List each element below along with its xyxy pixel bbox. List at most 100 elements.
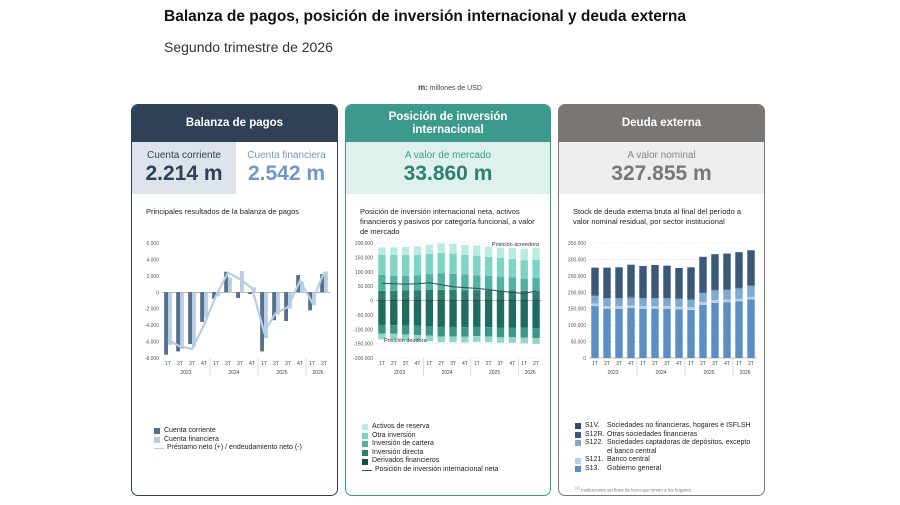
bar-segment bbox=[449, 299, 457, 301]
creditor-position-annotation: Posición acreedora bbox=[492, 242, 540, 248]
bar-current-account bbox=[188, 292, 192, 345]
bar-segment bbox=[520, 300, 528, 328]
x-tick-label: 2T bbox=[438, 361, 444, 367]
bar-segment bbox=[473, 255, 481, 276]
bar-financial-account bbox=[216, 292, 220, 297]
iip-kpi-label: A valor de mercado bbox=[404, 150, 492, 161]
x-tick-label: 1T bbox=[592, 361, 598, 367]
bar-segment bbox=[401, 276, 410, 291]
bar-segment bbox=[413, 255, 422, 276]
bar-segment bbox=[425, 289, 434, 300]
bar-segment bbox=[508, 300, 517, 328]
bar-current-account bbox=[212, 292, 216, 299]
bar-segment bbox=[496, 299, 505, 301]
bar-segment bbox=[615, 297, 623, 299]
x-tick-label: 2T bbox=[391, 361, 397, 367]
bar-segment bbox=[496, 327, 505, 338]
bar-segment bbox=[639, 266, 647, 298]
bar-segment bbox=[508, 247, 517, 259]
bar-segment bbox=[449, 289, 457, 300]
bar-segment bbox=[675, 267, 683, 299]
x-tick-label: 1T bbox=[379, 361, 385, 367]
iip-legend-label: Activos de reserva bbox=[372, 423, 430, 430]
bar-segment bbox=[461, 336, 469, 343]
debt-legend-item: S12R. Otras sociedades financieras bbox=[575, 431, 751, 440]
y-tick-label: 2.000 bbox=[146, 274, 159, 280]
bar-segment bbox=[651, 297, 659, 299]
bar-segment bbox=[663, 306, 671, 309]
bar-segment bbox=[735, 298, 743, 302]
x-year-label: 2023 bbox=[607, 370, 618, 376]
bar-current-account bbox=[320, 274, 324, 293]
bar-current-account bbox=[284, 292, 288, 322]
current-account-value: 2.214 m bbox=[145, 162, 223, 185]
debt-legend-code: S13. bbox=[585, 464, 600, 472]
bar-segment bbox=[461, 290, 469, 300]
debt-footnote-text: Instituciones sin fines de lucro que sir… bbox=[580, 487, 692, 492]
bar-segment bbox=[747, 285, 755, 286]
x-year-label: 2025 bbox=[276, 370, 287, 376]
bar-segment bbox=[639, 308, 647, 358]
y-tick-label: -200.000 bbox=[353, 356, 373, 362]
debt-kpi: A valor nominal 327.855 m bbox=[559, 142, 764, 194]
x-year-label: 2023 bbox=[394, 370, 405, 376]
x-tick-label: 4T bbox=[676, 361, 682, 367]
debt-chart: 350.000 300.000 250.000 200.000 150.000 100.0… bbox=[568, 241, 757, 376]
bar-segment bbox=[473, 299, 481, 301]
x-tick-label: 3T bbox=[664, 361, 670, 367]
bar-segment bbox=[687, 298, 695, 300]
bar-segment bbox=[603, 298, 611, 307]
debt-kpi-label: A valor nominal bbox=[627, 150, 696, 161]
financial-account-swatch bbox=[154, 436, 160, 443]
iip-legend-swatch bbox=[362, 424, 368, 431]
bop-legend: Cuenta corriente Cuenta financiera Prést… bbox=[154, 427, 302, 453]
bar-segment bbox=[603, 267, 611, 298]
iip-legend-swatch bbox=[362, 441, 368, 448]
bar-segment bbox=[413, 246, 422, 256]
bar-segment bbox=[675, 298, 683, 307]
bar-segment bbox=[591, 295, 599, 304]
iip-kpi: A valor de mercado 33.860 m bbox=[346, 142, 550, 194]
bar-segment bbox=[508, 277, 517, 291]
y-tick-label: -50.000 bbox=[356, 313, 373, 319]
debt-legend-item: S1V. Sociedades no financieras, hogares e… bbox=[575, 422, 751, 431]
bar-segment bbox=[532, 300, 540, 329]
debt-legend-item: el banco central bbox=[575, 448, 751, 457]
y-tick-label: 0 bbox=[370, 299, 373, 305]
iip-legend-item: Derivados financieros bbox=[362, 457, 498, 466]
debt-card: Deuda externa A valor nominal 327.855 m … bbox=[558, 104, 765, 496]
financial-account-kpi: Cuenta financiera 2.542 m bbox=[236, 142, 337, 194]
bar-segment bbox=[437, 252, 445, 274]
bar-segment bbox=[532, 328, 540, 339]
x-tick-label: 2T bbox=[533, 361, 539, 367]
x-year-label: 2024 bbox=[228, 370, 239, 376]
bar-current-account bbox=[248, 292, 252, 294]
bar-segment bbox=[461, 299, 469, 301]
bar-segment bbox=[723, 302, 731, 358]
bar-segment bbox=[699, 302, 707, 305]
iip-legend-label: Inversión directa bbox=[372, 448, 424, 456]
bar-segment bbox=[603, 306, 611, 309]
bar-segment bbox=[532, 259, 540, 279]
bar-segment bbox=[496, 290, 505, 300]
iip-legend-swatch bbox=[362, 458, 368, 465]
bar-segment bbox=[699, 292, 707, 293]
x-tick-label: 3T bbox=[237, 361, 243, 367]
bar-segment bbox=[532, 247, 540, 260]
iip-legend-label: Derivados financieros bbox=[372, 457, 440, 465]
iip-legend-item: Inversión directa bbox=[362, 449, 498, 458]
page-subtitle: Segundo trimestre de 2026 bbox=[164, 39, 333, 55]
bar-financial-account bbox=[192, 292, 196, 348]
x-tick-label: 3T bbox=[616, 361, 622, 367]
debt-legend-swatch bbox=[575, 431, 581, 438]
bar-segment bbox=[425, 253, 434, 275]
y-tick-label: -4.000 bbox=[145, 323, 159, 329]
bar-segment bbox=[484, 275, 493, 291]
bar-financial-account bbox=[324, 271, 328, 293]
x-tick-label: 2T bbox=[700, 361, 706, 367]
debt-legend-label: Banco central bbox=[607, 456, 650, 464]
x-tick-label: 3T bbox=[498, 361, 504, 367]
bar-segment bbox=[390, 275, 398, 291]
bar-segment bbox=[735, 288, 743, 299]
financial-account-label: Cuenta financiera bbox=[247, 150, 326, 161]
